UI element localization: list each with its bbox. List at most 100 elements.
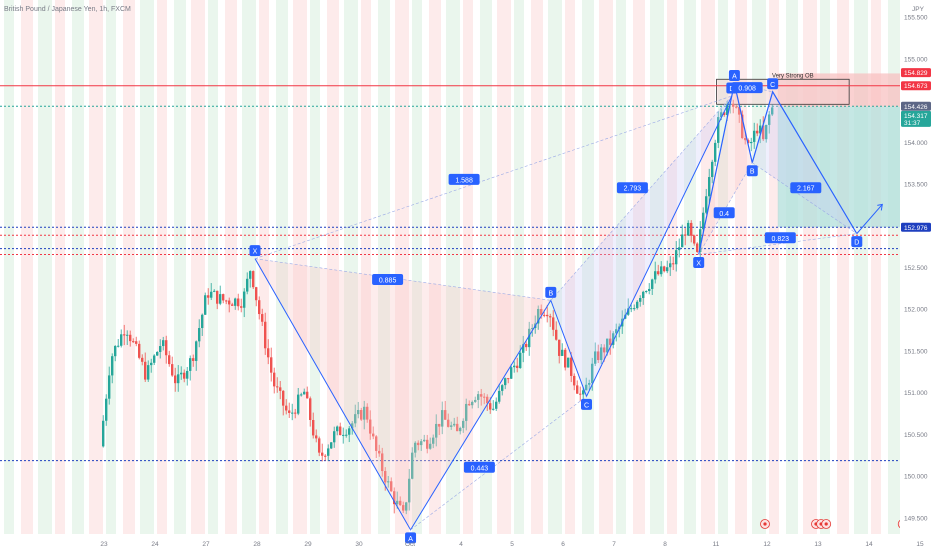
candle-body — [552, 317, 554, 329]
candle-body — [711, 162, 713, 177]
price-marker-label[interactable]: 154.426 — [901, 102, 931, 111]
candle-body — [321, 453, 323, 456]
label-text: 0.823 — [772, 236, 790, 243]
price-marker-label[interactable]: 154.829 — [901, 68, 931, 77]
time-tick-label: 7 — [612, 541, 616, 548]
candle-body — [663, 266, 665, 271]
candle-body — [165, 340, 167, 355]
candle-body — [135, 341, 137, 344]
candle-body — [330, 442, 332, 448]
candle-body — [648, 289, 650, 291]
session-band — [480, 0, 492, 534]
time-tick-label: Oct — [405, 541, 415, 548]
price-marker-text: 154.426 — [904, 104, 928, 111]
candle-body — [186, 371, 188, 379]
time-tick-label: 5 — [510, 541, 514, 548]
price-tick-label: 149.500 — [904, 515, 928, 522]
candle-body — [141, 358, 143, 362]
pattern-point-d[interactable]: D — [851, 236, 862, 247]
event-flag-icon[interactable] — [822, 520, 831, 529]
candle-body — [201, 315, 203, 328]
ratio-label[interactable]: 2.793 — [617, 182, 648, 193]
candle-body — [291, 413, 293, 414]
candle-body — [345, 435, 347, 436]
time-tick-label: 30 — [355, 541, 363, 548]
session-band — [497, 0, 511, 534]
ratio-label[interactable]: 1.588 — [449, 174, 480, 185]
label-text: 0.4 — [719, 211, 729, 218]
candle-body — [258, 300, 260, 314]
label-text: 2.793 — [624, 186, 642, 193]
candle-body — [315, 435, 317, 438]
candle-body — [279, 387, 281, 391]
candle-body — [228, 301, 230, 305]
session-band — [191, 0, 205, 534]
time-tick-label: 6 — [561, 541, 565, 548]
candle-body — [636, 302, 638, 308]
candle-body — [630, 308, 632, 309]
pattern-point-b[interactable]: B — [747, 165, 758, 176]
ratio-label[interactable]: 0.823 — [765, 232, 796, 243]
label-text: D — [854, 240, 859, 247]
candle-body — [213, 291, 215, 292]
price-marker-label[interactable]: 152.976 — [901, 223, 931, 232]
pattern-point-x[interactable]: X — [693, 257, 704, 268]
candle-body — [282, 391, 284, 406]
ratio-label[interactable]: 2.167 — [790, 182, 821, 193]
event-flag-icon[interactable] — [761, 520, 770, 529]
candle-body — [687, 223, 689, 236]
ratio-label[interactable]: 0.443 — [464, 462, 495, 473]
session-band — [174, 0, 186, 534]
candle-body — [162, 340, 164, 346]
session-band — [208, 0, 218, 534]
candle-body — [207, 295, 209, 297]
order-block-label: Very Strong OB — [772, 73, 814, 79]
price-tick-label: 151.000 — [904, 390, 928, 397]
candle-body — [555, 330, 557, 340]
price-tick-label: 152.500 — [904, 265, 928, 272]
candle-body — [234, 299, 236, 306]
price-marker-label[interactable]: 154.673 — [901, 81, 931, 90]
label-text: 0.885 — [379, 278, 397, 285]
pattern-point-b[interactable]: B — [545, 287, 556, 298]
time-tick-label: 12 — [763, 541, 771, 548]
time-axis[interactable]: 232427282930Oct45678111213141518 — [100, 541, 932, 548]
candle-body — [639, 298, 641, 302]
price-axis[interactable]: 149.500150.000150.500151.000151.500152.0… — [900, 0, 932, 550]
candle-body — [336, 427, 338, 432]
candle-body — [579, 394, 581, 395]
candle-body — [339, 427, 341, 436]
candle-body — [294, 413, 296, 414]
candle-body — [111, 356, 113, 375]
time-tick-label: 11 — [713, 541, 720, 548]
pattern-point-a[interactable]: A — [729, 70, 740, 81]
candle-body — [144, 362, 146, 380]
price-tick-label: 154.000 — [904, 140, 928, 147]
candle-body — [204, 295, 206, 315]
ratio-label[interactable]: 0.885 — [372, 274, 403, 285]
ratio-label[interactable]: 0.908 — [732, 82, 763, 93]
candle-body — [168, 355, 170, 364]
time-tick-label: 29 — [304, 541, 312, 548]
candle-body — [183, 373, 185, 379]
pattern-point-c[interactable]: C — [581, 399, 592, 410]
pattern-point-x[interactable]: X — [250, 245, 261, 256]
candle-body — [117, 346, 119, 347]
candle-body — [177, 374, 179, 383]
candle-body — [525, 344, 527, 347]
price-marker-text: 154.829 — [904, 70, 928, 77]
candle-body — [306, 392, 308, 399]
time-tick-label: 8 — [663, 541, 667, 548]
candle-body — [708, 177, 710, 196]
session-band — [565, 0, 575, 534]
candle-body — [519, 353, 521, 368]
price-tick-label: 153.500 — [904, 182, 928, 189]
candle-body — [666, 267, 668, 271]
candle-body — [678, 247, 680, 250]
candle-body — [570, 358, 572, 376]
ratio-label[interactable]: 0.4 — [714, 207, 735, 218]
pattern-point-c[interactable]: C — [767, 78, 778, 89]
